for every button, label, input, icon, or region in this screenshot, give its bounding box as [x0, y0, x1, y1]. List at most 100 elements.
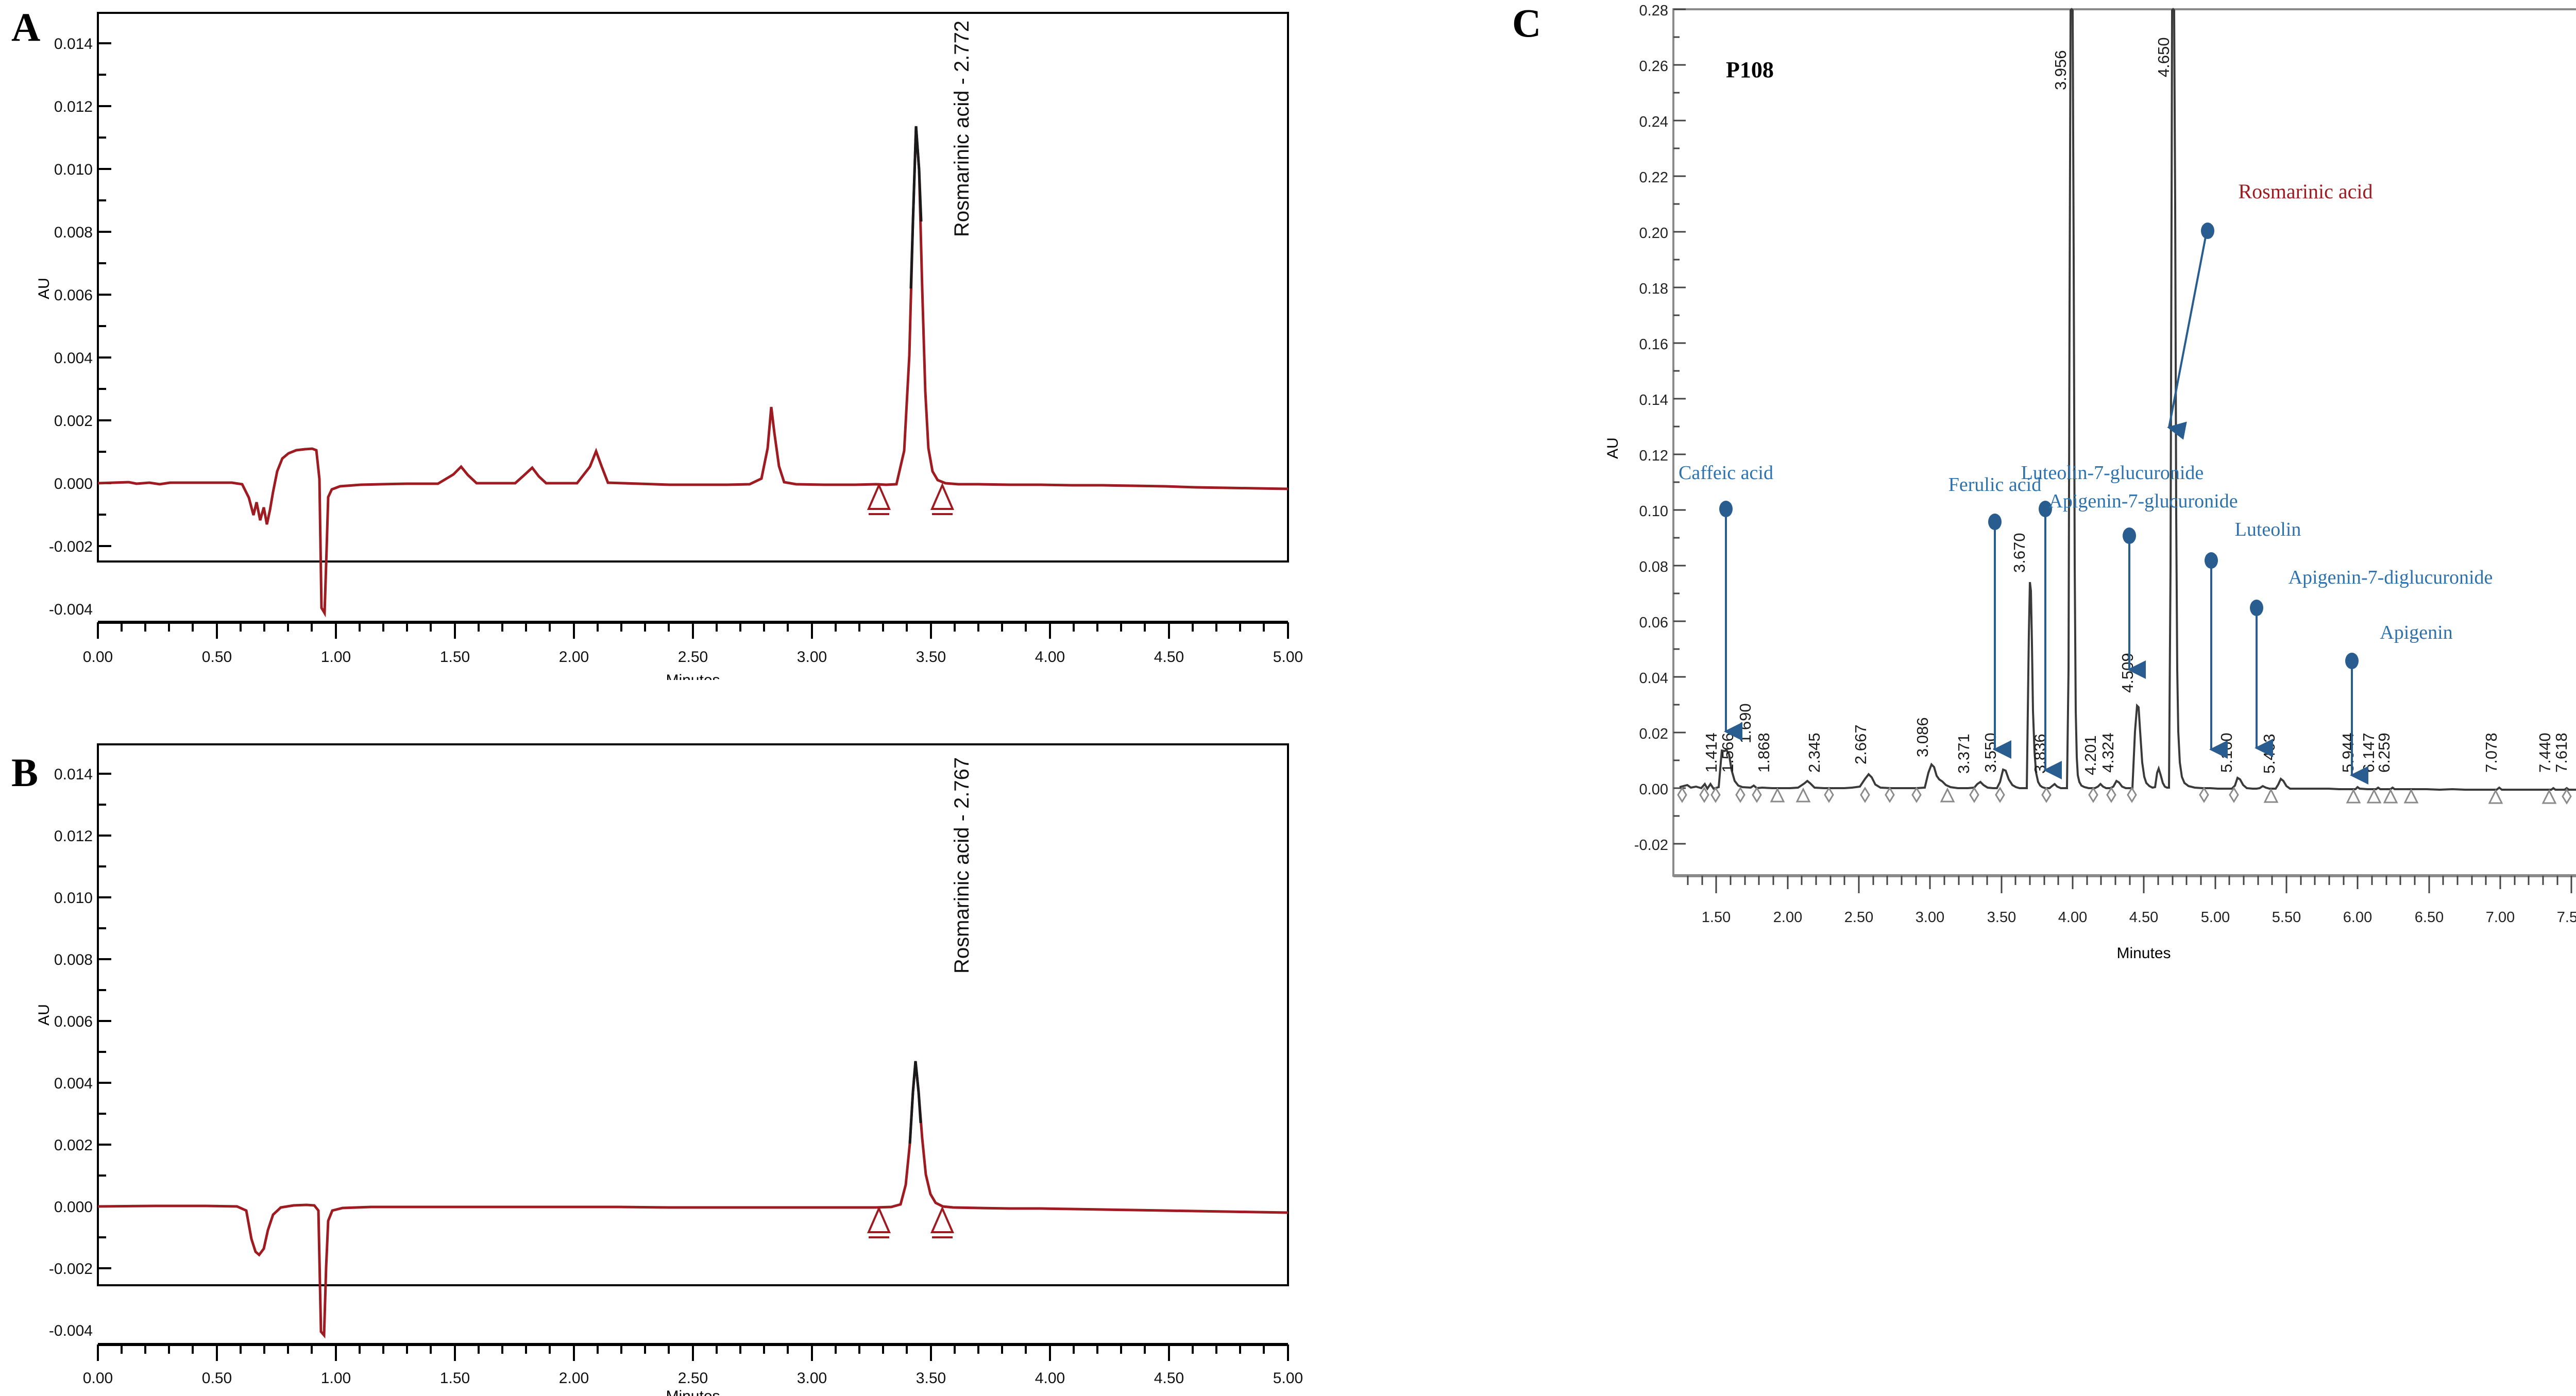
svg-text:2.00: 2.00	[559, 1370, 589, 1387]
svg-text:0.010: 0.010	[54, 890, 93, 907]
svg-text:3.50: 3.50	[916, 649, 946, 666]
svg-text:0.006: 0.006	[54, 287, 93, 304]
panel-b-letter: B	[11, 750, 39, 795]
label-apigenin-7-glucuronide: Apigenin-7-glucuronide	[2048, 490, 2238, 512]
svg-text:1.50: 1.50	[440, 1370, 470, 1387]
svg-text:6.50: 6.50	[2415, 909, 2444, 926]
svg-text:0.22: 0.22	[1639, 169, 1668, 186]
svg-text:0.24: 0.24	[1639, 114, 1668, 130]
svg-text:0.08: 0.08	[1639, 559, 1668, 575]
svg-text:7.00: 7.00	[2486, 909, 2515, 926]
panel-c-y-axis: 0.28 0.26 0.24 0.22 0.20 0.18 0.16 0.14 …	[1604, 3, 1686, 854]
svg-text:2.00: 2.00	[1773, 909, 1802, 926]
svg-text:0.008: 0.008	[54, 224, 93, 241]
svg-text:0.00: 0.00	[1639, 781, 1668, 798]
panel-a-plot: 0.014 0.012 0.010 0.008 0.006 0.004 0.00…	[36, 12, 1303, 680]
svg-text:0.004: 0.004	[54, 350, 93, 367]
label-luteolin-7-glucuronide: Luteolin-7-glucuronide	[2021, 462, 2204, 484]
svg-text:3.50: 3.50	[916, 1370, 946, 1387]
label-apigenin: Apigenin	[2380, 622, 2452, 643]
svg-text:7.618: 7.618	[2552, 733, 2570, 773]
svg-text:5.50: 5.50	[2272, 909, 2301, 926]
panel-a-x-axis: 0.00 0.50 1.00 1.50 2.00 2.50 3.00 3.50 …	[83, 621, 1303, 680]
leader-rosmarinic-acid	[2167, 234, 2207, 440]
label-ferulic-acid: Ferulic acid	[1948, 474, 2041, 496]
svg-text:4.00: 4.00	[1035, 1370, 1065, 1387]
svg-text:1.50: 1.50	[440, 649, 470, 666]
panel-b-y-axis: 0.014 0.012 0.010 0.008 0.006 0.004 0.00…	[36, 766, 111, 1278]
svg-text:0.20: 0.20	[1639, 225, 1668, 242]
svg-text:5.00: 5.00	[1273, 649, 1303, 666]
svg-text:0.008: 0.008	[54, 951, 93, 968]
svg-text:7.440: 7.440	[2536, 733, 2554, 773]
svg-text:0.012: 0.012	[54, 828, 93, 845]
svg-text:5.00: 5.00	[2201, 909, 2230, 926]
dot-caffeic-acid	[1719, 501, 1733, 517]
panel-a-peak-label: Rosmarinic acid - 2.772	[951, 21, 973, 237]
svg-text:1.868: 1.868	[1755, 733, 1773, 773]
panel-a-letter: A	[11, 5, 41, 49]
svg-text:0.014: 0.014	[54, 36, 93, 53]
svg-text:5.160: 5.160	[2217, 733, 2235, 773]
svg-text:6.00: 6.00	[2343, 909, 2372, 926]
label-luteolin: Luteolin	[2235, 519, 2301, 540]
panel-a-y-axis: 0.014 0.012 0.010 0.008 0.006 0.004 0.00…	[36, 36, 111, 555]
panel-a-trace: Rosmarinic acid - 2.772	[97, 21, 1289, 618]
svg-text:-0.02: -0.02	[1634, 837, 1668, 854]
svg-text:0.26: 0.26	[1639, 58, 1668, 75]
panel-c-letter: C	[1512, 1, 1541, 45]
svg-text:3.00: 3.00	[797, 649, 827, 666]
panel-b-y-title: AU	[36, 1004, 53, 1026]
svg-text:4.50: 4.50	[2129, 909, 2158, 926]
svg-text:4.50: 4.50	[1154, 649, 1184, 666]
svg-text:1.00: 1.00	[321, 649, 351, 666]
dot-apigenin-7-glucuronide	[2123, 527, 2136, 544]
panel-b-trace: Rosmarinic acid - 2.767	[97, 757, 1289, 1339]
label-caffeic-acid: Caffeic acid	[1679, 462, 1773, 484]
svg-text:3.550: 3.550	[1981, 733, 1999, 773]
panel-c-trace	[1677, 8, 2576, 805]
panel-c-annotation-arrows	[1724, 234, 2368, 785]
svg-text:5.944: 5.944	[2339, 733, 2357, 773]
dot-apigenin-7-diglucuronide	[2250, 600, 2263, 616]
svg-text:0.50: 0.50	[202, 649, 232, 666]
svg-text:3.371: 3.371	[1955, 734, 1973, 774]
svg-text:1.414: 1.414	[1702, 733, 1720, 773]
svg-text:0.10: 0.10	[1639, 503, 1668, 520]
svg-text:0.12: 0.12	[1639, 448, 1668, 464]
svg-text:7.078: 7.078	[2482, 733, 2500, 773]
panel-a-ytick-neg4: -0.004	[49, 601, 93, 618]
panel-c-integration-markers	[1677, 787, 2572, 805]
panel-b-x-title: Minutes	[666, 1388, 720, 1396]
panel-b-integration-markers	[867, 1205, 955, 1238]
svg-text:0.012: 0.012	[54, 98, 93, 115]
svg-text:1.690: 1.690	[1736, 703, 1754, 743]
svg-text:1.566: 1.566	[1719, 733, 1737, 773]
dot-ferulic-acid	[1988, 514, 2002, 530]
svg-text:2.50: 2.50	[678, 649, 708, 666]
panel-b-chromatogram: B 0.014 0.012 0.010 0.008 0.006 0.004 0.…	[0, 731, 1453, 1396]
svg-text:5.403: 5.403	[2260, 734, 2278, 774]
svg-text:0.00: 0.00	[83, 649, 113, 666]
label-apigenin-7-diglucuronide: Apigenin-7-diglucuronide	[2289, 567, 2493, 588]
panel-b-plot: 0.014 0.012 0.010 0.008 0.006 0.004 0.00…	[36, 743, 1303, 1396]
panel-a-integration-markers	[867, 482, 955, 515]
svg-text:0.002: 0.002	[54, 413, 93, 430]
svg-text:3.086: 3.086	[1913, 717, 1931, 757]
svg-text:0.16: 0.16	[1639, 336, 1668, 353]
panel-c-annotation-dots	[1719, 223, 2359, 669]
svg-text:3.670: 3.670	[2010, 533, 2028, 573]
svg-text:2.50: 2.50	[1844, 909, 1873, 926]
svg-text:3.00: 3.00	[1916, 909, 1944, 926]
svg-text:0.02: 0.02	[1639, 726, 1668, 742]
svg-text:0.00: 0.00	[83, 1370, 113, 1387]
svg-text:2.345: 2.345	[1805, 733, 1823, 773]
dot-rosmarinic-acid	[2201, 223, 2214, 239]
svg-text:2.00: 2.00	[559, 649, 589, 666]
svg-text:4.650: 4.650	[2155, 37, 2173, 77]
svg-text:3.50: 3.50	[1987, 909, 2016, 926]
panel-c-plot: 0.28 0.26 0.24 0.22 0.20 0.18 0.16 0.14 …	[1604, 3, 2576, 962]
panel-c-sample-label: P108	[1726, 57, 1774, 82]
svg-text:4.509: 4.509	[2119, 653, 2137, 693]
svg-text:-0.002: -0.002	[49, 1261, 93, 1278]
